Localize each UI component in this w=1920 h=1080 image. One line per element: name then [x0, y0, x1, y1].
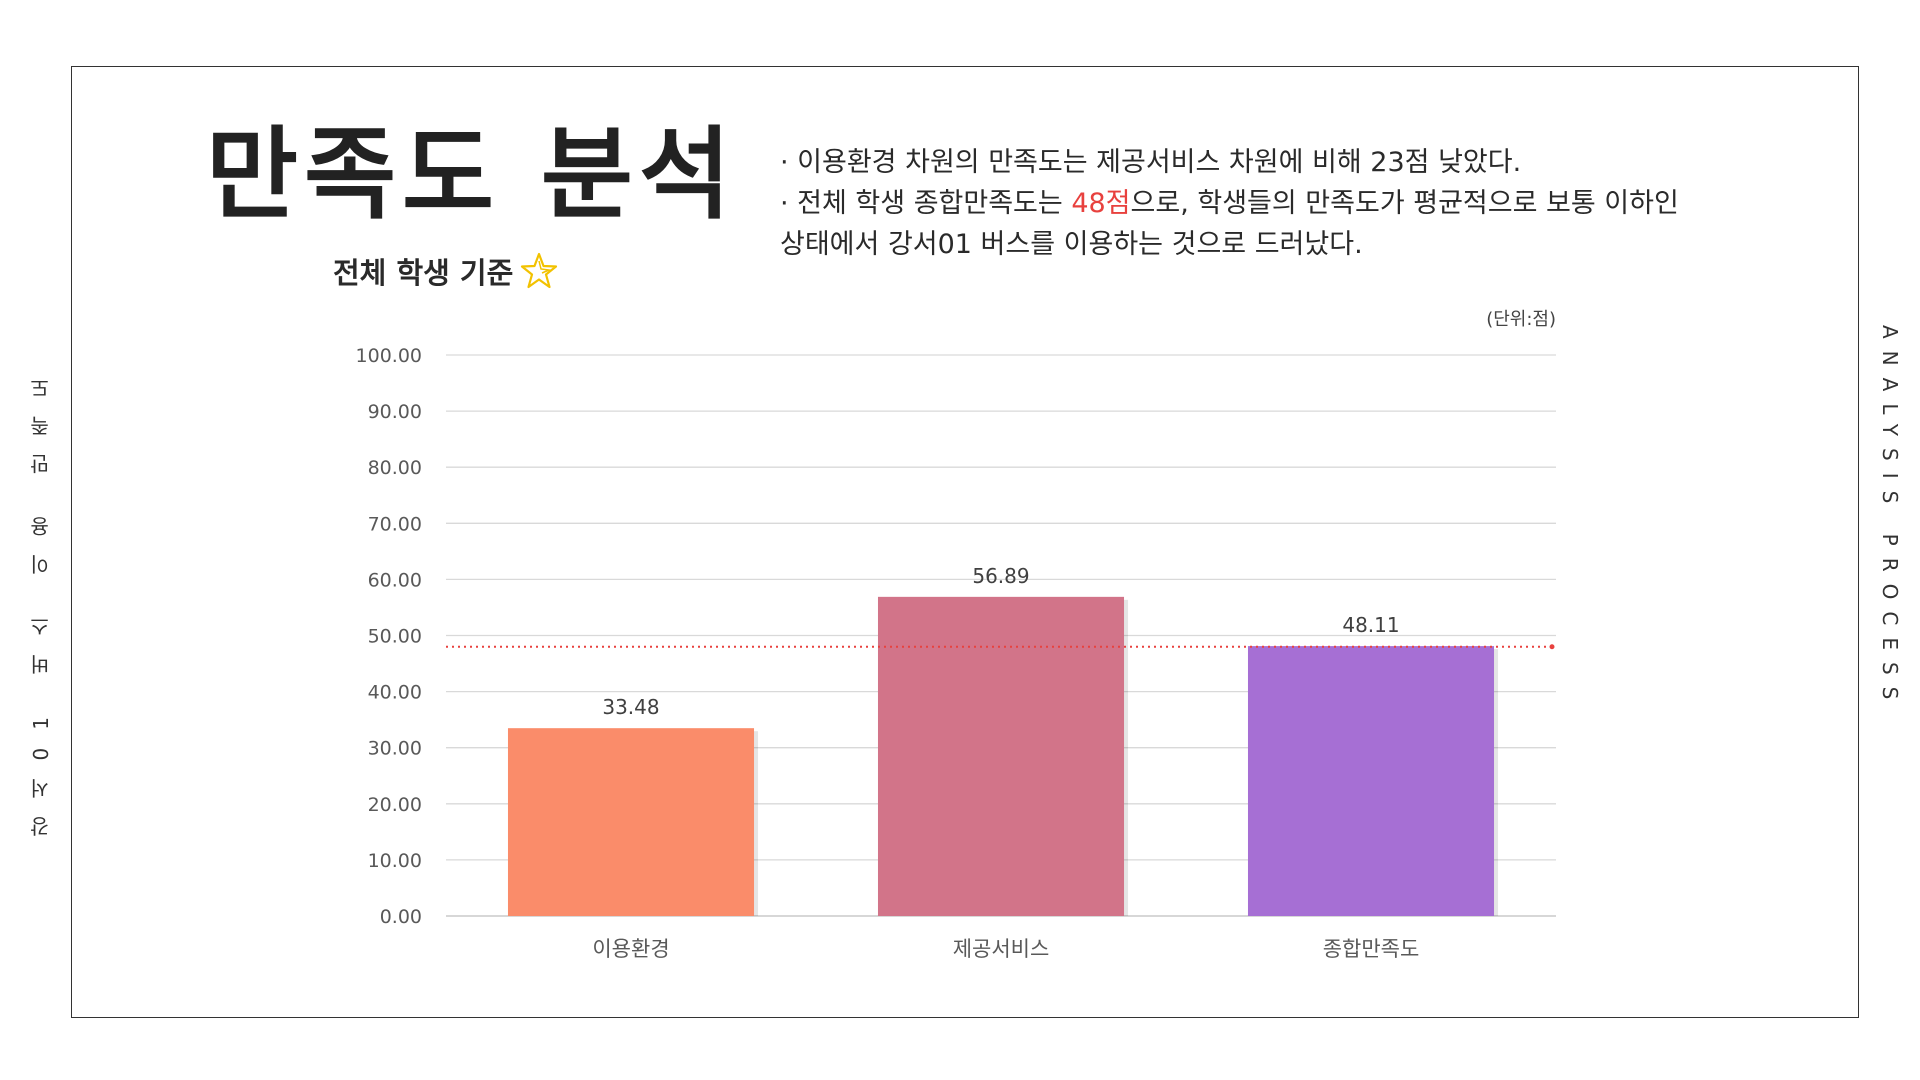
reference-line-group [446, 644, 1555, 650]
chart-labels: 33.48 이용환경 56.89 제공서비스 48.11 종합만족도 [592, 564, 1419, 961]
category-label: 이용환경 [592, 937, 669, 961]
bar [1247, 646, 1495, 916]
y-tick-label: 60.00 [368, 569, 422, 591]
y-tick-label: 100.00 [356, 345, 422, 367]
reference-line-end [1549, 644, 1555, 650]
subtitle-text: 전체 학생 기준 [333, 256, 514, 290]
side-label-right: ANALYSIS PROCESS [1878, 325, 1902, 712]
y-tick-label: 0.00 [380, 906, 422, 928]
note-line-2-b: 으로, 학생들의 만족도가 평균적으로 보통 이하인 [1130, 188, 1679, 219]
analysis-notes: · 이용환경 차원의 만족도는 제공서비스 차원에 비해 23점 낮았다. · … [780, 142, 1679, 265]
y-tick-label: 70.00 [368, 513, 422, 535]
data-label: 33.48 [602, 695, 659, 719]
page-subtitle: 전체 학생 기준 [333, 250, 559, 292]
y-tick-label: 20.00 [368, 794, 422, 816]
note-line-2: · 전체 학생 종합만족도는 48점으로, 학생들의 만족도가 평균적으로 보통… [780, 183, 1679, 224]
unit-label: (단위:점) [1486, 309, 1556, 330]
star-icon [521, 252, 558, 289]
data-label: 56.89 [972, 564, 1029, 588]
y-tick-label: 80.00 [368, 457, 422, 479]
y-tick-label: 50.00 [368, 626, 422, 648]
category-label: 종합만족도 [1323, 937, 1420, 961]
note-highlight-score: 48점 [1071, 188, 1131, 219]
bar [877, 596, 1125, 916]
slide-frame [71, 66, 1859, 1018]
data-label: 48.11 [1342, 613, 1399, 637]
note-line-3: 상태에서 강서01 버스를 이용하는 것으로 드러났다. [780, 229, 1363, 260]
category-label: 제공서비스 [953, 937, 1050, 961]
page-title: 만족도 분석 [206, 116, 737, 233]
y-tick-label: 40.00 [368, 682, 422, 704]
note-line-1: · 이용환경 차원의 만족도는 제공서비스 차원에 비해 23점 낮았다. [780, 147, 1522, 178]
y-tick-label: 10.00 [368, 850, 422, 872]
note-line-2-a: · 전체 학생 종합만족도는 [780, 188, 1072, 219]
chart-bars [507, 596, 1499, 916]
y-tick-label: 90.00 [368, 401, 422, 423]
bar [507, 728, 755, 916]
y-tick-label: 30.00 [368, 738, 422, 760]
